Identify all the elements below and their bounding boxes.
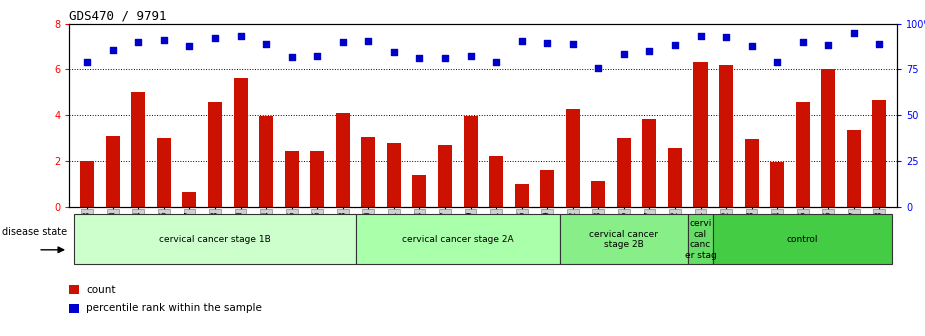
Text: disease state: disease state	[2, 226, 67, 237]
Point	[463, 53, 478, 58]
Point	[565, 41, 580, 47]
Bar	[821, 69, 835, 207]
Text: cervical cancer stage 2A: cervical cancer stage 2A	[402, 235, 513, 244]
Bar	[668, 148, 682, 207]
Point	[872, 41, 887, 47]
Bar	[872, 100, 886, 207]
Point	[387, 49, 401, 55]
Bar	[514, 184, 529, 207]
Point	[820, 43, 835, 48]
Bar	[131, 92, 145, 207]
Point	[207, 36, 222, 41]
Bar	[259, 116, 273, 207]
Bar	[694, 62, 708, 207]
Bar	[771, 162, 784, 207]
Bar	[80, 161, 94, 207]
Point	[80, 60, 94, 65]
Point	[336, 39, 351, 45]
Point	[438, 55, 452, 60]
Text: GDS470 / 9791: GDS470 / 9791	[69, 9, 166, 23]
Point	[361, 38, 376, 43]
Point	[131, 39, 146, 45]
Bar	[208, 102, 222, 207]
Bar	[438, 145, 452, 207]
Point	[259, 41, 274, 47]
Bar	[413, 175, 426, 207]
Bar	[687, 214, 713, 264]
Bar	[591, 181, 605, 207]
Text: percentile rank within the sample: percentile rank within the sample	[86, 303, 262, 313]
Point	[488, 60, 503, 65]
Bar	[69, 285, 80, 294]
Point	[719, 35, 734, 40]
Point	[514, 38, 529, 43]
Bar	[75, 214, 355, 264]
Point	[105, 47, 120, 52]
Bar	[182, 192, 196, 207]
Point	[156, 37, 171, 42]
Bar	[310, 151, 325, 207]
Point	[591, 66, 606, 71]
Text: cervical cancer stage 1B: cervical cancer stage 1B	[159, 235, 271, 244]
Point	[310, 53, 325, 58]
Bar	[355, 214, 560, 264]
Bar	[540, 170, 554, 207]
Bar	[489, 156, 503, 207]
Bar	[105, 136, 120, 207]
Bar	[560, 214, 687, 264]
Point	[412, 55, 426, 60]
Bar	[846, 130, 861, 207]
Bar	[713, 214, 892, 264]
Text: control: control	[787, 235, 819, 244]
Bar	[336, 113, 350, 207]
Point	[745, 44, 759, 49]
Point	[616, 52, 631, 57]
Bar	[642, 119, 657, 207]
Point	[796, 39, 810, 45]
Bar	[745, 139, 758, 207]
Bar	[566, 109, 580, 207]
Point	[540, 40, 555, 46]
Bar	[285, 151, 299, 207]
Point	[846, 30, 861, 35]
Bar	[617, 138, 631, 207]
Text: cervi
cal
canc
er stag: cervi cal canc er stag	[684, 219, 716, 259]
Point	[284, 54, 299, 59]
Point	[642, 48, 657, 54]
Bar	[362, 137, 376, 207]
Bar	[719, 65, 734, 207]
Point	[668, 43, 683, 48]
Point	[693, 33, 708, 39]
Bar	[157, 138, 171, 207]
Text: cervical cancer
stage 2B: cervical cancer stage 2B	[589, 230, 659, 249]
Point	[770, 60, 784, 65]
Bar	[463, 116, 477, 207]
Point	[182, 44, 197, 49]
Bar	[387, 142, 401, 207]
Bar	[69, 304, 80, 313]
Text: count: count	[86, 285, 116, 295]
Bar	[233, 79, 248, 207]
Bar	[796, 102, 809, 207]
Point	[233, 33, 248, 39]
